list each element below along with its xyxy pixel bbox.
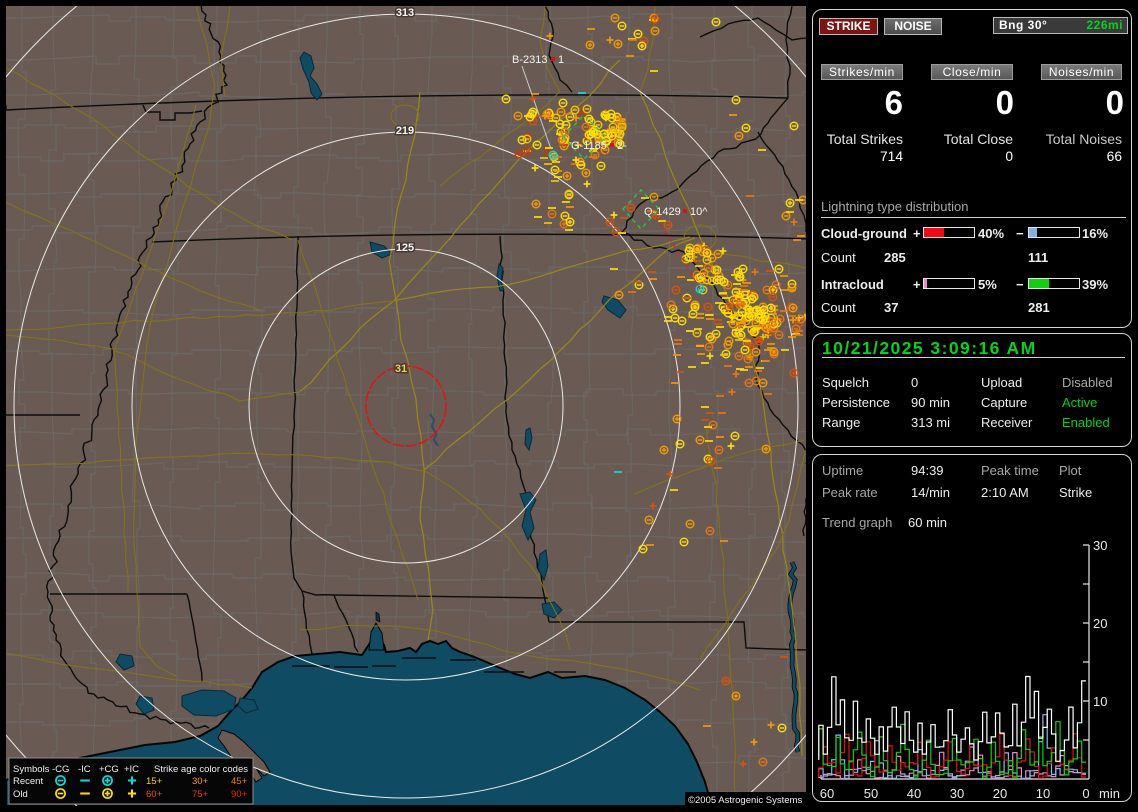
- svg-text:-CG: -CG: [52, 764, 69, 775]
- svg-text:219: 219: [396, 125, 414, 137]
- svg-text:90+: 90+: [231, 789, 248, 800]
- svg-text:30+: 30+: [192, 776, 209, 787]
- svg-text:G-1185: G-1185: [571, 140, 607, 152]
- svg-text:30: 30: [950, 786, 964, 801]
- svg-text:50: 50: [864, 786, 878, 801]
- svg-text:30: 30: [1093, 538, 1107, 553]
- svg-text:15+: 15+: [146, 776, 163, 787]
- svg-text:min: min: [1099, 786, 1120, 801]
- svg-text:B-2313: B-2313: [512, 54, 547, 66]
- svg-text:+IC: +IC: [124, 764, 139, 775]
- svg-text:Symbols: Symbols: [13, 764, 50, 775]
- svg-text:40: 40: [907, 786, 921, 801]
- svg-text:1: 1: [558, 54, 564, 66]
- svg-text:20: 20: [1093, 616, 1107, 631]
- svg-text:125: 125: [396, 242, 414, 254]
- svg-text:©2005 Astrogenic Systems: ©2005 Astrogenic Systems: [688, 795, 802, 806]
- svg-text:0: 0: [1082, 786, 1089, 801]
- svg-text:60: 60: [820, 786, 834, 801]
- svg-text:45+: 45+: [231, 776, 248, 787]
- svg-text:20: 20: [993, 786, 1007, 801]
- svg-text:Q-1429: Q-1429: [644, 206, 681, 218]
- svg-text:10: 10: [1093, 694, 1107, 709]
- svg-text:31: 31: [395, 363, 407, 375]
- svg-text:-IC: -IC: [78, 764, 91, 775]
- svg-text:313: 313: [396, 7, 414, 19]
- svg-text:+CG: +CG: [99, 764, 119, 775]
- svg-text:Recent: Recent: [13, 776, 43, 787]
- svg-text:10^: 10^: [690, 206, 708, 218]
- svg-text:2-: 2-: [617, 140, 627, 152]
- svg-text:60+: 60+: [146, 789, 163, 800]
- svg-text:Strike age color codes: Strike age color codes: [154, 764, 248, 775]
- svg-text:10: 10: [1036, 786, 1050, 801]
- svg-text:Old: Old: [13, 789, 28, 800]
- svg-text:75+: 75+: [192, 789, 209, 800]
